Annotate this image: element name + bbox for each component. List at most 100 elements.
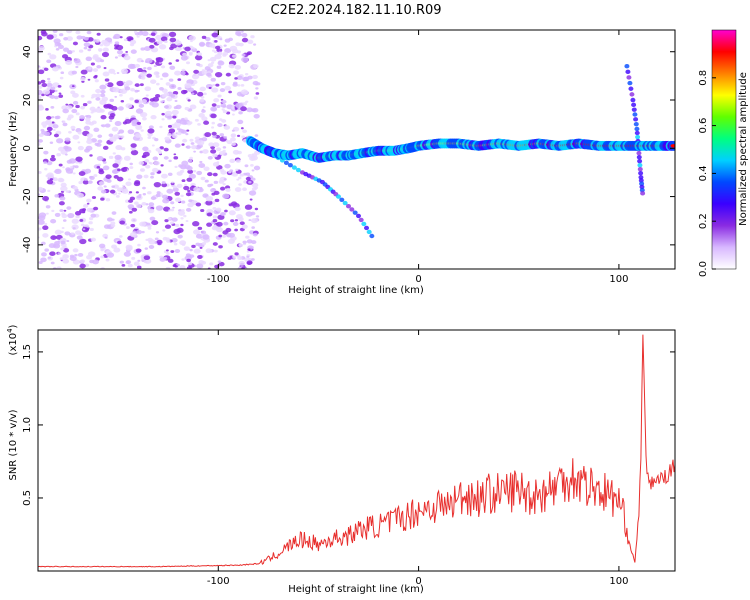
noise-speckle bbox=[204, 66, 211, 71]
noise-speckle bbox=[119, 93, 123, 97]
noise-speckle bbox=[181, 129, 187, 134]
noise-speckle bbox=[150, 114, 157, 120]
noise-speckle bbox=[148, 37, 156, 43]
noise-speckle bbox=[210, 77, 217, 82]
noise-speckle bbox=[57, 252, 62, 255]
noise-speckle bbox=[96, 64, 102, 69]
noise-speckle bbox=[199, 98, 205, 103]
noise-speckle bbox=[187, 99, 191, 102]
noise-speckle bbox=[231, 172, 239, 177]
noise-speckle bbox=[174, 265, 178, 268]
noise-speckle bbox=[181, 258, 185, 261]
noise-speckle bbox=[137, 243, 141, 247]
noise-speckle bbox=[50, 261, 55, 265]
noise-speckle bbox=[253, 165, 261, 171]
noise-speckle bbox=[59, 76, 64, 80]
noise-speckle bbox=[234, 65, 242, 70]
noise-speckle bbox=[163, 92, 170, 97]
noise-speckle bbox=[80, 223, 85, 227]
noise-speckle bbox=[144, 86, 152, 92]
noise-speckle bbox=[46, 34, 54, 40]
noise-speckle bbox=[46, 212, 49, 215]
noise-speckle bbox=[199, 137, 204, 141]
noise-speckle bbox=[61, 226, 65, 230]
noise-speckle bbox=[100, 59, 105, 63]
noise-speckle bbox=[171, 109, 179, 115]
noise-speckle bbox=[139, 83, 144, 87]
noise-speckle bbox=[156, 40, 163, 45]
noise-speckle bbox=[234, 219, 239, 222]
noise-speckle bbox=[102, 71, 110, 77]
snr-ylabel: SNR (10 * v/v) bbox=[8, 409, 19, 480]
noise-speckle bbox=[105, 258, 110, 262]
noise-speckle bbox=[65, 30, 73, 34]
colorbar-label: Normalized spectral amplitude bbox=[738, 72, 749, 226]
noise-speckle bbox=[134, 99, 139, 103]
noise-speckle bbox=[230, 219, 235, 223]
noise-speckle bbox=[241, 53, 246, 57]
colorbar-tick-label: 0.6 bbox=[698, 118, 709, 134]
noise-speckle bbox=[83, 178, 88, 181]
noise-speckle bbox=[191, 185, 195, 188]
noise-speckle bbox=[38, 219, 45, 225]
noise-speckle bbox=[104, 123, 111, 128]
noise-speckle bbox=[161, 72, 169, 78]
noise-speckle bbox=[185, 219, 189, 223]
noise-speckle bbox=[246, 250, 250, 253]
noise-speckle bbox=[162, 229, 166, 232]
noise-speckle bbox=[105, 83, 109, 86]
branch-blob bbox=[636, 154, 642, 160]
noise-speckle bbox=[231, 54, 237, 58]
noise-speckle bbox=[50, 219, 57, 224]
noise-speckle bbox=[94, 142, 100, 146]
snr-ytick-label: 1.5 bbox=[22, 344, 33, 360]
noise-speckle bbox=[241, 32, 248, 38]
noise-speckle bbox=[234, 228, 238, 232]
noise-speckle bbox=[97, 139, 103, 144]
noise-speckle bbox=[63, 248, 70, 253]
noise-speckle bbox=[51, 115, 55, 119]
noise-speckle bbox=[60, 182, 67, 188]
noise-speckle bbox=[38, 45, 45, 51]
noise-speckle bbox=[64, 231, 71, 236]
noise-speckle bbox=[92, 68, 99, 72]
spectrogram-ylabel: Frequency (Hz) bbox=[8, 111, 19, 187]
noise-speckle bbox=[189, 138, 194, 142]
noise-speckle bbox=[166, 252, 170, 255]
noise-speckle bbox=[239, 173, 245, 177]
noise-speckle bbox=[192, 47, 196, 50]
noise-speckle bbox=[242, 240, 247, 244]
noise-speckle bbox=[183, 185, 190, 191]
noise-speckle bbox=[163, 147, 169, 152]
noise-speckle bbox=[161, 183, 168, 188]
noise-speckle bbox=[165, 110, 173, 116]
noise-speckle bbox=[58, 94, 64, 98]
noise-speckle bbox=[72, 92, 79, 98]
noise-speckle bbox=[142, 151, 150, 157]
noise-speckle bbox=[249, 198, 253, 201]
noise-speckle bbox=[254, 134, 259, 137]
noise-speckle bbox=[113, 72, 117, 75]
noise-speckle bbox=[116, 72, 120, 75]
noise-speckle bbox=[82, 228, 86, 231]
noise-speckle bbox=[201, 35, 207, 40]
noise-speckle bbox=[111, 185, 116, 189]
branch-blob bbox=[364, 225, 370, 231]
noise-speckle bbox=[61, 54, 69, 59]
noise-speckle bbox=[75, 112, 80, 116]
noise-speckle bbox=[44, 222, 48, 226]
noise-speckle bbox=[224, 85, 232, 91]
noise-speckle bbox=[241, 37, 249, 43]
noise-speckle bbox=[72, 100, 79, 105]
noise-speckle bbox=[128, 199, 134, 203]
noise-speckle bbox=[129, 43, 135, 47]
noise-speckle bbox=[139, 221, 147, 227]
noise-speckle bbox=[234, 252, 239, 256]
noise-speckle bbox=[84, 168, 92, 174]
branch-blob bbox=[630, 97, 636, 103]
noise-speckle bbox=[229, 158, 236, 164]
noise-speckle bbox=[174, 197, 182, 203]
noise-speckle bbox=[203, 166, 210, 171]
noise-speckle bbox=[170, 208, 175, 212]
noise-speckle bbox=[235, 159, 241, 163]
